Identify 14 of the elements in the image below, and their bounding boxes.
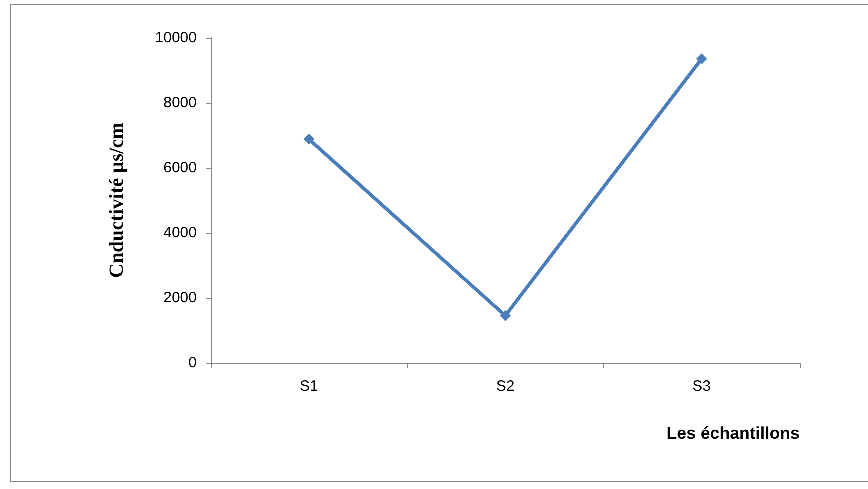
y-tick-label: 0 (188, 354, 197, 372)
x-axis-title: Les échantillons (666, 424, 800, 443)
x-tick-label: S2 (496, 378, 515, 395)
point (304, 134, 315, 145)
y-tick-label: 4000 (164, 224, 197, 242)
point (696, 54, 708, 65)
y-tick-label: 10000 (155, 30, 197, 46)
y-tick-label: 2000 (164, 290, 197, 306)
x-tick-label: S1 (300, 378, 318, 395)
y-tick-label: 8000 (164, 94, 197, 112)
y-tick-label: 6000 (164, 160, 197, 176)
y-axis-title: Cnductivité µs/cm (106, 122, 128, 278)
point (500, 310, 511, 322)
x-tick-label: S3 (692, 378, 712, 395)
